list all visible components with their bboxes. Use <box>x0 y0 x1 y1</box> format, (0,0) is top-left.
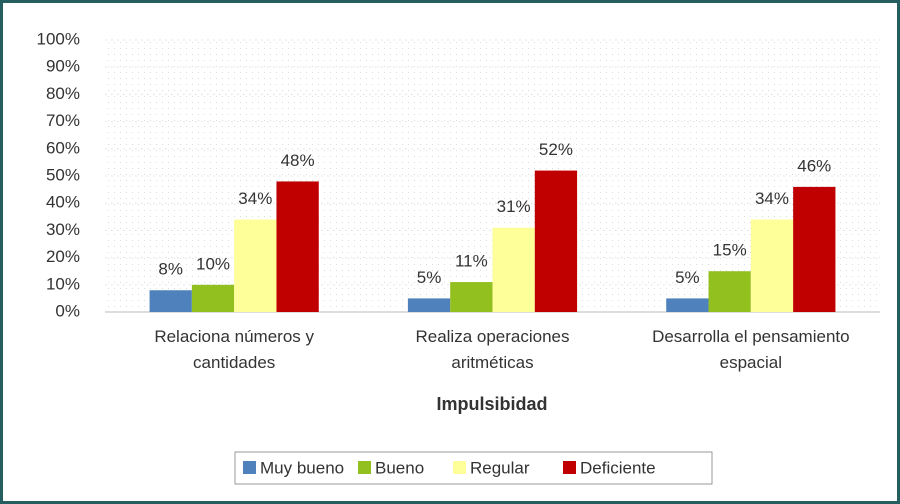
legend-label: Regular <box>470 458 530 477</box>
legend-swatch <box>563 461 576 474</box>
legend-swatch <box>243 461 256 474</box>
y-tick-label: 50% <box>46 165 80 184</box>
y-tick-label: 60% <box>46 138 80 157</box>
y-tick-label: 70% <box>46 111 80 130</box>
data-label: 5% <box>675 268 700 287</box>
data-label: 34% <box>238 189 272 208</box>
y-tick-label: 20% <box>46 247 80 266</box>
legend <box>234 451 713 485</box>
bar <box>276 181 319 312</box>
legend-swatch <box>358 461 371 474</box>
y-tick-label: 0% <box>55 301 80 320</box>
legend-label: Deficiente <box>580 458 656 477</box>
bar <box>234 219 277 312</box>
data-label: 5% <box>417 268 442 287</box>
bar <box>450 282 493 312</box>
legend-swatch <box>453 461 466 474</box>
y-tick-label: 90% <box>46 57 80 76</box>
data-label: 52% <box>539 140 573 159</box>
bar <box>793 186 836 312</box>
bar <box>666 298 709 312</box>
bar <box>750 219 794 312</box>
bar <box>492 227 535 312</box>
bar <box>708 271 751 312</box>
data-label: 15% <box>713 241 747 260</box>
bar <box>534 170 578 312</box>
bar <box>407 298 451 312</box>
x-axis-title: Impulsibidad <box>436 394 547 414</box>
x-tick-label: Desarrolla el pensamiento espacial <box>652 327 850 372</box>
y-tick-label: 30% <box>46 220 80 239</box>
data-label: 46% <box>797 156 831 175</box>
data-label: 48% <box>281 151 315 170</box>
y-tick-label: 40% <box>46 193 80 212</box>
data-label: 34% <box>755 189 789 208</box>
data-label: 10% <box>196 254 230 273</box>
y-tick-label: 100% <box>37 29 80 48</box>
data-label: 8% <box>158 260 183 279</box>
bar <box>149 290 192 312</box>
y-tick-label: 80% <box>46 84 80 103</box>
legend-label: Muy bueno <box>260 458 344 477</box>
data-label: 11% <box>455 252 488 271</box>
legend-label: Bueno <box>375 458 424 477</box>
bar <box>191 284 235 312</box>
y-tick-label: 10% <box>46 274 80 293</box>
x-tick-label: Realiza operaciones aritméticas <box>415 327 569 372</box>
x-tick-label: Relaciona números y cantidades <box>154 327 314 372</box>
data-label: 31% <box>497 197 531 216</box>
